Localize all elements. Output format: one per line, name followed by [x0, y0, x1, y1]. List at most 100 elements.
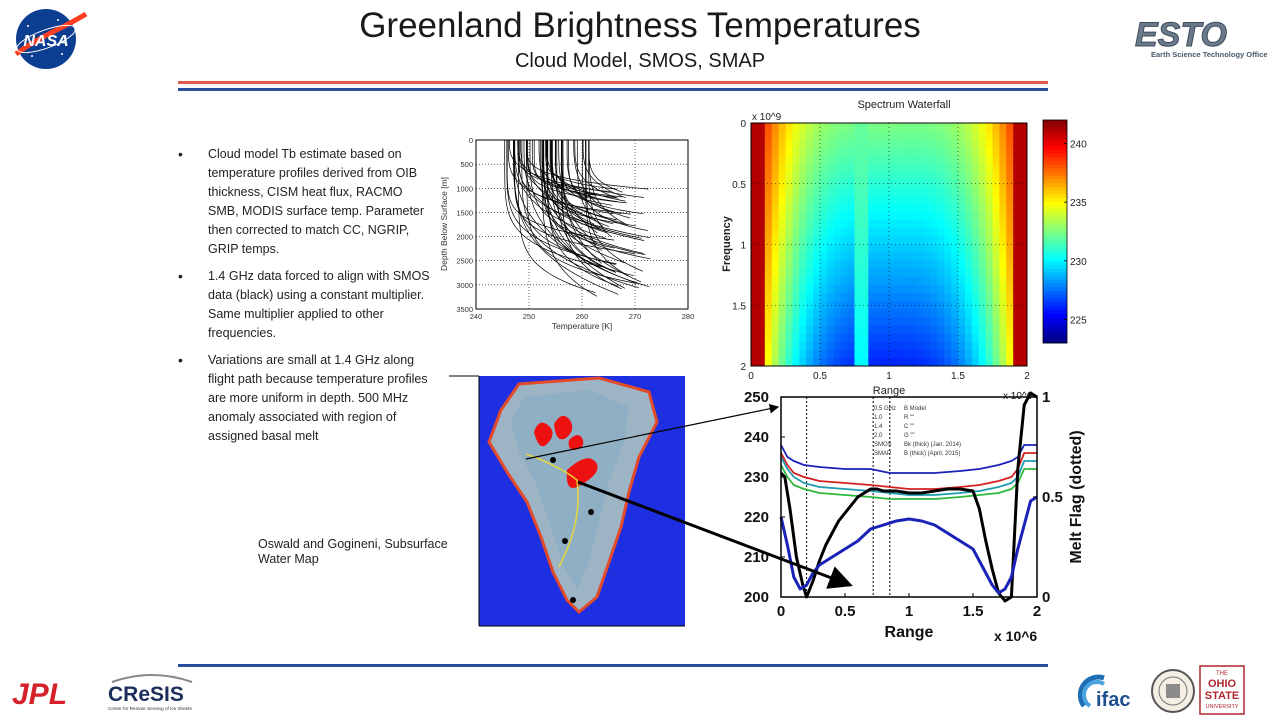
heatmap-cell: [806, 268, 814, 278]
heatmap-cell: [792, 212, 800, 221]
heatmap-cell: [799, 285, 807, 294]
x-axis-label: Range: [885, 624, 934, 641]
heatmap-cell: [978, 163, 986, 172]
heatmap-cell: [868, 195, 876, 205]
heatmap-cell: [1006, 187, 1014, 197]
heatmap-cell: [882, 301, 890, 310]
heatmap-cell: [999, 244, 1007, 253]
heatmap-cell: [895, 171, 904, 181]
heatmap-cell: [882, 195, 890, 205]
colorbar-segment: [1043, 283, 1067, 288]
heatmap-cell: [978, 333, 986, 343]
heatmap-cell: [902, 155, 911, 164]
heatmap-cell: [958, 293, 966, 302]
heatmap-cell: [971, 147, 980, 156]
colorbar-segment: [1043, 160, 1067, 165]
heatmap-cell: [944, 252, 952, 262]
heatmap-cell: [882, 131, 890, 140]
heatmap-cell: [778, 325, 786, 334]
heatmap-cell: [1006, 252, 1014, 262]
heatmap-cell: [792, 301, 800, 310]
heatmap-cell: [978, 268, 986, 278]
heatmap-cell: [971, 293, 980, 302]
heatmap-cell: [854, 293, 862, 302]
heatmap-cell: [840, 325, 848, 334]
heatmap-cell: [826, 301, 835, 310]
heatmap-cell: [985, 317, 993, 326]
colorbar-segment: [1043, 257, 1067, 262]
heatmap-cell: [751, 317, 759, 326]
heatmap-cell: [826, 285, 835, 294]
profile-line: [560, 140, 616, 272]
heatmap-cell: [902, 236, 911, 245]
heatmap-cell: [861, 309, 869, 318]
heatmap-cell: [764, 236, 773, 245]
heatmap-cell: [771, 268, 779, 278]
heatmap-cell: [958, 228, 966, 237]
heatmap-cell: [757, 341, 766, 351]
profile-line: [576, 140, 604, 227]
heatmap-cell: [971, 357, 980, 367]
heatmap-cell: [875, 309, 883, 318]
heatmap-cell: [799, 244, 807, 253]
heatmap-cell: [778, 147, 786, 156]
heatmap-cell: [930, 301, 938, 310]
heatmap-cell: [985, 171, 993, 181]
heatmap-cell: [771, 220, 779, 229]
heatmap-cell: [826, 212, 835, 221]
heatmap-cell: [971, 212, 980, 221]
y-tick-label: 2500: [456, 257, 473, 266]
heatmap-cell: [923, 220, 931, 229]
heatmap-cell: [771, 341, 779, 351]
heatmap-cell: [978, 309, 986, 318]
heatmap-cell: [868, 317, 876, 326]
heatmap-cell: [868, 236, 876, 245]
heatmap-cell: [840, 260, 848, 270]
heatmap-cell: [854, 139, 862, 148]
heatmap-cell: [751, 333, 759, 343]
heatmap-cell: [992, 155, 1000, 164]
heatmap-cell: [951, 220, 959, 229]
colorbar-segment: [1043, 276, 1067, 281]
y-tick-label: 2: [740, 362, 746, 373]
heatmap-cell: [889, 341, 897, 351]
heatmap-cell: [778, 139, 786, 148]
heatmap-cell: [764, 252, 773, 262]
heatmap-cell: [958, 276, 966, 286]
heatmap-cell: [833, 171, 842, 181]
heatmap-cell: [1006, 357, 1014, 367]
heatmap-cell: [985, 301, 993, 310]
heatmap-cell: [909, 260, 917, 270]
colorbar-tick-label: 230: [1070, 257, 1087, 268]
heatmap-cell: [833, 244, 842, 253]
profile-line: [504, 140, 602, 268]
heatmap-cell: [951, 260, 959, 270]
heatmap-cell: [861, 147, 869, 156]
heatmap-cell: [889, 195, 897, 205]
heatmap-cell: [958, 357, 966, 367]
heatmap-cell: [902, 301, 911, 310]
heatmap-cell: [826, 163, 835, 172]
heatmap-cell: [833, 147, 842, 156]
heatmap-cell: [909, 179, 917, 189]
heatmap-cell: [999, 139, 1007, 148]
heatmap-cell: [771, 252, 779, 262]
heatmap-cell: [854, 260, 862, 270]
heatmap-cell: [882, 325, 890, 334]
heatmap-cell: [930, 268, 938, 278]
heatmap-cell: [833, 260, 842, 270]
heatmap-cell: [757, 244, 766, 253]
colorbar-segment: [1043, 146, 1067, 151]
heatmap-cell: [999, 252, 1007, 262]
heatmap-cell: [902, 171, 911, 181]
heatmap-cell: [958, 333, 966, 343]
heatmap-cell: [1020, 123, 1028, 132]
heatmap-cell: [840, 179, 848, 189]
heatmap-cell: [1006, 236, 1014, 245]
heatmap-cell: [751, 268, 759, 278]
heatmap-cell: [826, 325, 835, 334]
heatmap-cell: [757, 252, 766, 262]
heatmap-cell: [751, 163, 759, 172]
heatmap-cell: [992, 349, 1000, 359]
colorbar-segment: [1043, 279, 1067, 284]
